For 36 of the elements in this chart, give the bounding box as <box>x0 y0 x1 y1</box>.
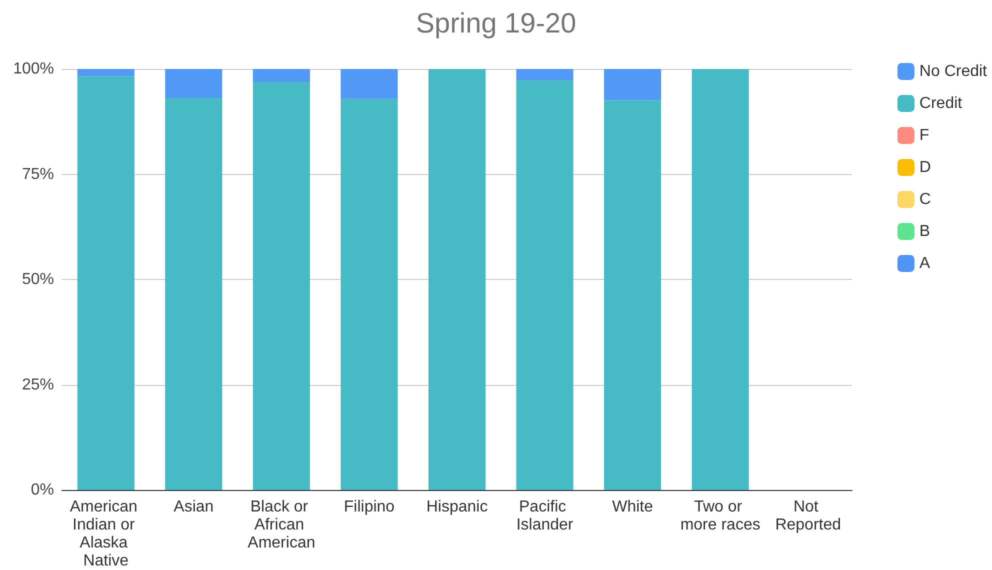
chart-title: Spring 19-20 <box>416 8 576 38</box>
bar <box>692 69 749 490</box>
legend-label: No Credit <box>919 63 988 80</box>
bar <box>165 98 222 490</box>
x-tick-label: Asian <box>174 498 214 516</box>
bar <box>77 76 134 490</box>
x-tick-label: American Indian or Alaska Native <box>70 498 142 570</box>
y-tick-label: 100% <box>13 60 54 78</box>
bar <box>604 69 662 100</box>
x-tick-label: Filipino <box>344 498 395 516</box>
x-tick-label: Black or African American <box>248 498 316 552</box>
bar <box>77 69 134 76</box>
bar <box>604 100 662 490</box>
bar <box>340 69 398 99</box>
legend-label: D <box>919 159 931 176</box>
bar <box>165 69 222 98</box>
y-tick-label: 25% <box>22 376 54 394</box>
legend-label: Credit <box>919 95 963 112</box>
x-tick-label: Hispanic <box>426 498 488 516</box>
y-tick-label: 50% <box>22 271 54 288</box>
bar <box>252 69 310 82</box>
bar <box>340 98 398 490</box>
x-tick-label: Pacific Islander <box>516 498 574 534</box>
bar <box>252 82 310 490</box>
x-tick-label: Not Reported <box>775 498 842 534</box>
legend-label: C <box>919 191 931 208</box>
x-tick-label: White <box>612 498 654 516</box>
y-tick-label: 75% <box>22 166 54 183</box>
y-tick-label: 0% <box>30 482 54 498</box>
bar <box>516 80 574 490</box>
legend-label: F <box>919 127 930 144</box>
bar <box>516 69 574 80</box>
x-tick-label: Two or more races <box>680 498 760 534</box>
bar <box>428 69 486 490</box>
legend-label: A <box>919 255 930 272</box>
legend-label: B <box>919 223 930 240</box>
